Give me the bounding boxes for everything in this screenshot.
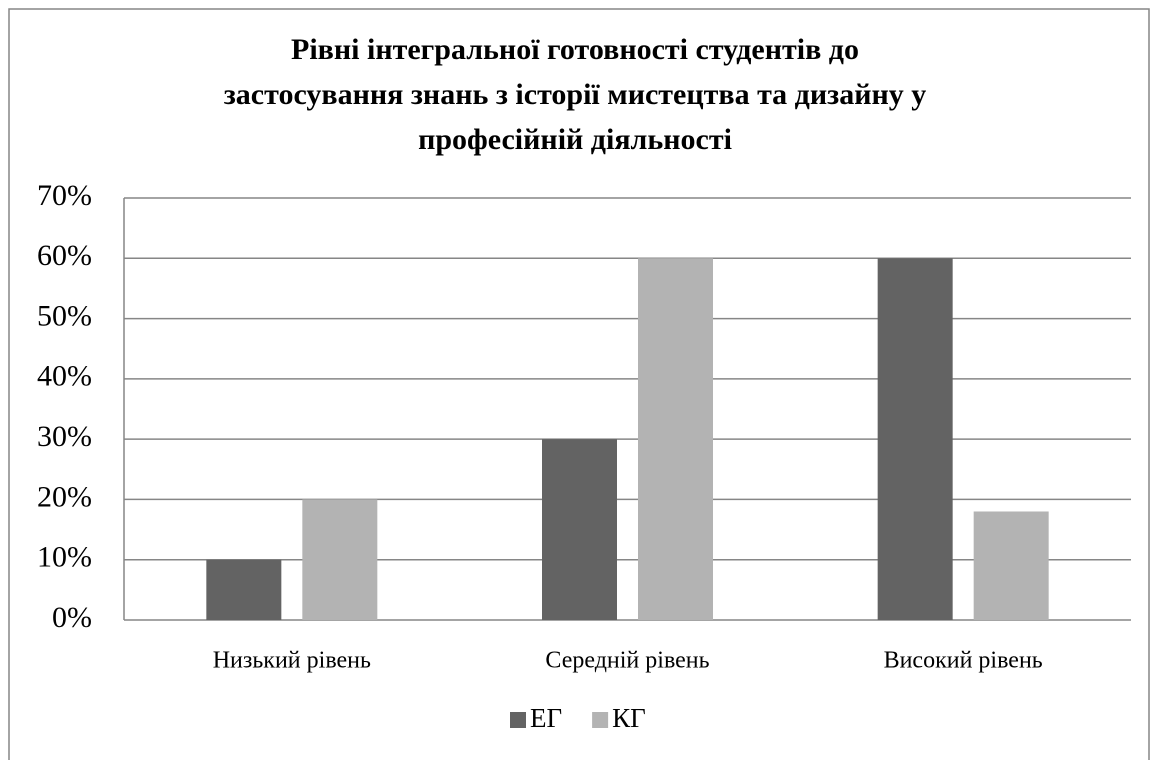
legend-label: ЕГ [530,703,562,733]
y-tick-label: 60% [37,239,92,272]
x-tick-label: Низький рівень [213,648,371,674]
legend-swatch [510,712,526,728]
chart-title: застосування знань з історії мистецтва т… [224,78,927,111]
bar [973,511,1049,620]
chart-frame [8,8,1150,760]
chart-title: професійній діяльності [418,123,732,156]
y-tick-label: 70% [37,179,92,212]
y-tick-label: 10% [37,541,92,574]
y-tick-label: 50% [37,299,92,332]
bar [877,258,953,620]
y-tick-label: 30% [37,420,92,453]
bar [542,439,617,620]
y-tick-label: 40% [37,360,92,393]
bar [206,559,282,620]
legend-label: КГ [612,703,646,733]
chart-title: Рівні інтегральної готовності студентів … [291,33,859,66]
x-tick-label: Середній рівень [545,648,709,674]
bar [302,499,378,620]
legend-swatch [592,712,609,728]
bar [638,258,713,620]
x-tick-label: Високий рівень [884,648,1043,674]
y-tick-label: 0% [52,601,92,634]
y-tick-label: 20% [37,480,92,513]
